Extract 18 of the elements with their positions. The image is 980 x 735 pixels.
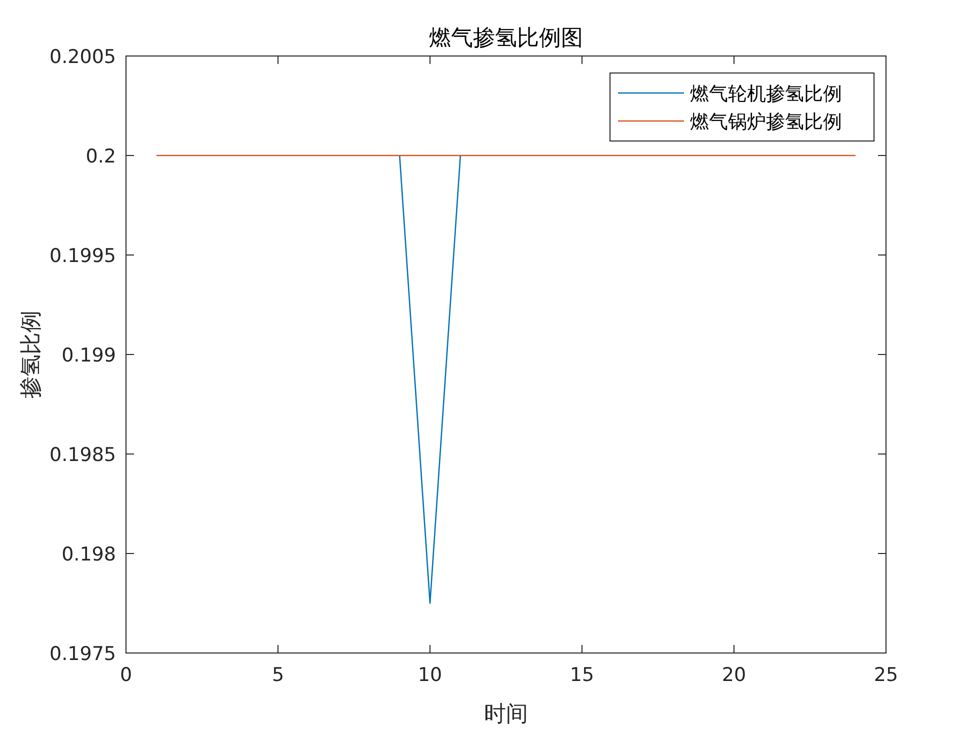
y-tick-label: 0.2 — [86, 146, 116, 168]
legend-label: 燃气锅炉掺氢比例 — [690, 112, 842, 133]
x-axis-title: 时间 — [484, 701, 528, 726]
x-tick-label: 5 — [272, 664, 284, 686]
x-tick-label: 0 — [120, 664, 132, 686]
y-tick-label: 0.2005 — [50, 46, 116, 68]
x-tick-label: 25 — [874, 664, 898, 686]
legend-label: 燃气轮机掺氢比例 — [690, 84, 842, 105]
y-tick-label: 0.199 — [62, 344, 116, 366]
x-tick-label: 20 — [722, 664, 746, 686]
x-tick-label: 15 — [570, 664, 594, 686]
y-tick-label: 0.1975 — [50, 643, 116, 665]
y-axis-title: 掺氢比例 — [18, 310, 43, 398]
y-tick-label: 0.1995 — [50, 245, 116, 267]
x-tick-label: 10 — [418, 664, 442, 686]
y-tick-label: 0.1985 — [50, 444, 116, 466]
y-tick-label: 0.198 — [62, 544, 116, 566]
chart-title: 燃气掺氢比例图 — [429, 25, 583, 50]
